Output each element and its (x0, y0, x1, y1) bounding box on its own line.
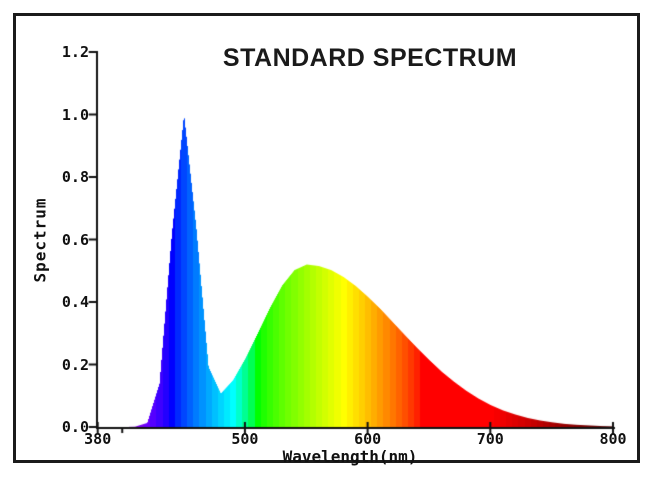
y-tick-label: 1.0 (61, 105, 89, 124)
chart-title: STANDARD SPECTRUM (222, 44, 518, 72)
y-tick-label: 0.8 (61, 168, 89, 186)
y-tick-label: 0.0 (61, 418, 89, 436)
x-axis-label: Wavelength(nm) (282, 447, 418, 466)
x-tick-label: 380 (84, 430, 112, 448)
x-tick-label: 600 (354, 430, 382, 448)
x-tick-label: 500 (231, 430, 259, 448)
y-tick-label: 0.6 (61, 230, 89, 249)
y-tick-label: 1.2 (61, 43, 89, 61)
y-tick-label: 0.4 (61, 293, 89, 311)
y-tick-label: 0.2 (61, 355, 89, 374)
x-tick-label: 700 (476, 430, 504, 448)
x-tick-label: 800 (599, 430, 627, 448)
